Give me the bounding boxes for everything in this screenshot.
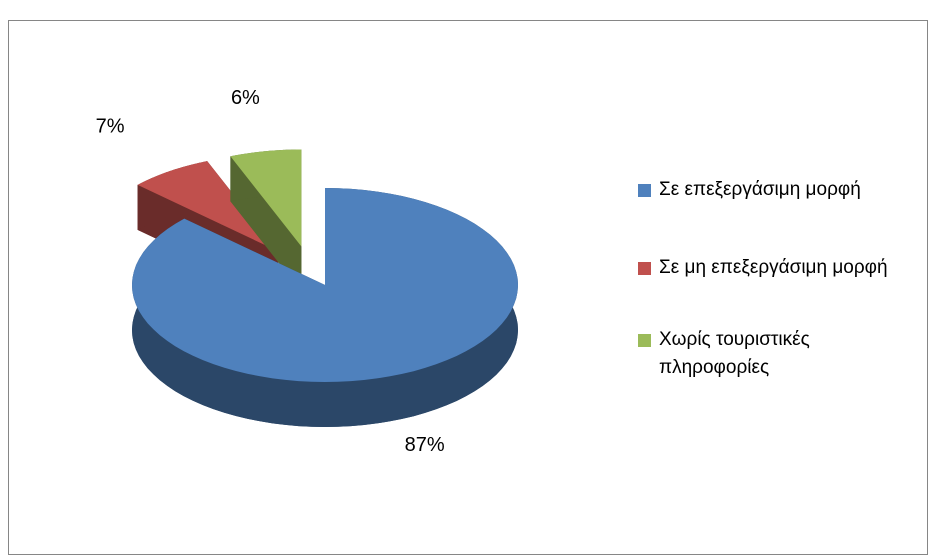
slice-top xyxy=(132,188,518,382)
legend-label: Σε επεξεργάσιμη μορφή xyxy=(659,179,861,200)
legend-swatch xyxy=(638,262,651,275)
legend: Σε επεξεργάσιμη μορφή Σε μη επεξεργάσιμη … xyxy=(638,176,908,382)
data-label: 6% xyxy=(231,87,260,109)
slice-top xyxy=(137,161,279,252)
legend-label: Σε μη επεξεργάσιμη μορφή xyxy=(659,257,888,278)
pie-slice xyxy=(230,149,302,292)
legend-item: Σε επεξεργάσιμη μορφή xyxy=(638,176,908,204)
legend-swatch xyxy=(638,334,651,347)
legend-swatch xyxy=(638,184,651,197)
data-label: 7% xyxy=(96,115,125,137)
legend-item: Χωρίς τουριστικές πληροφορίες xyxy=(638,326,908,382)
pie-slice xyxy=(132,188,518,427)
legend-item: Σε μη επεξεργάσιμη μορφή xyxy=(638,254,908,282)
legend-label: Χωρίς τουριστικές πληροφορίες xyxy=(659,329,810,378)
data-label: 87% xyxy=(405,434,445,456)
slice-top xyxy=(230,149,302,247)
